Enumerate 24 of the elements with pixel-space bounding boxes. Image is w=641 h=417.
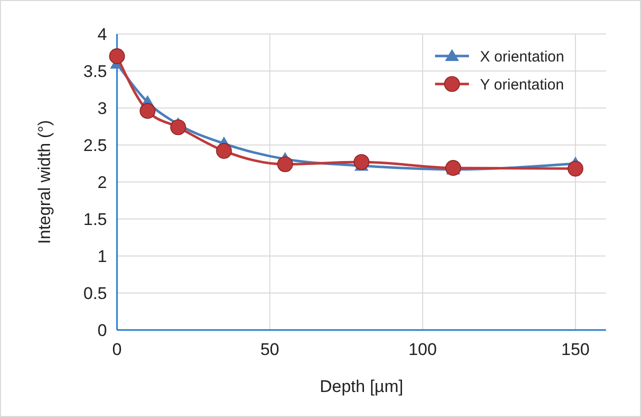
y-tick-label: 0 bbox=[98, 320, 107, 340]
legend-label: X orientation bbox=[480, 48, 564, 66]
y-tick-label: 3 bbox=[98, 98, 107, 118]
y-tick-label: 3.5 bbox=[83, 62, 107, 81]
point bbox=[170, 119, 186, 136]
x-tick-label: 50 bbox=[260, 340, 280, 359]
y-tick-label: 4 bbox=[98, 24, 107, 44]
y-axis-title: Integral width (°) bbox=[35, 120, 54, 244]
point bbox=[109, 48, 125, 64]
legend-label: Y orientation bbox=[480, 76, 564, 94]
point bbox=[216, 143, 232, 159]
y-tick-label: 2 bbox=[98, 172, 107, 192]
x-axis-title: Depth [µm] bbox=[320, 377, 404, 396]
y-tick-label: 1.5 bbox=[83, 210, 107, 229]
point bbox=[140, 103, 156, 119]
x-tick-label: 0 bbox=[112, 340, 122, 359]
point bbox=[568, 160, 584, 177]
x-tick-label: 150 bbox=[561, 340, 590, 359]
y-tick-label: 1 bbox=[98, 246, 107, 266]
point bbox=[277, 156, 293, 172]
y-tick-label: 2.5 bbox=[83, 136, 107, 155]
y-tick-label: 0.5 bbox=[83, 284, 107, 303]
point bbox=[354, 154, 370, 170]
x-tick-label: 100 bbox=[408, 340, 437, 359]
